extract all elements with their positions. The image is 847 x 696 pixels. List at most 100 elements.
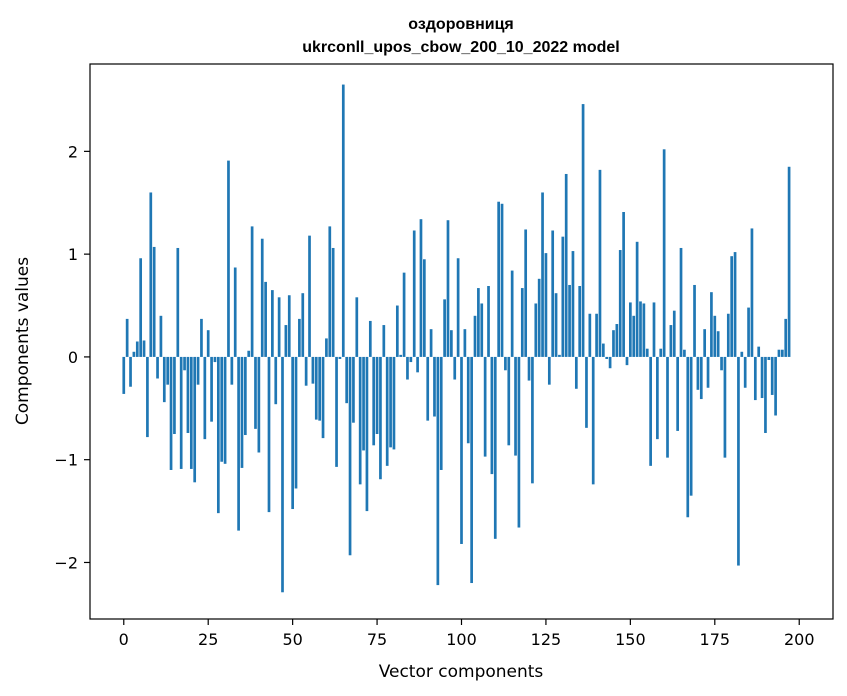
bar-22 — [196, 356, 200, 385]
bar-168 — [689, 356, 693, 496]
bar-series — [122, 84, 791, 593]
bar-108 — [487, 286, 490, 357]
bar-67 — [348, 356, 352, 556]
bar-40 — [257, 356, 261, 453]
bar-112 — [500, 203, 504, 357]
bar-94 — [439, 356, 443, 470]
bar-18 — [183, 356, 186, 371]
bar-160 — [662, 149, 666, 357]
bar-36 — [244, 356, 247, 436]
bar-42 — [264, 281, 267, 357]
bar-143 — [605, 356, 609, 359]
bar-21 — [193, 356, 197, 483]
bar-136 — [581, 104, 585, 357]
bar-144 — [608, 356, 612, 369]
x-axis-label: Vector components — [379, 662, 544, 682]
bar-142 — [601, 343, 605, 357]
bar-57 — [314, 356, 318, 420]
bar-182 — [737, 356, 740, 566]
bar-121 — [531, 356, 534, 484]
bar-46 — [277, 297, 281, 357]
bar-139 — [591, 356, 595, 485]
x-tick-label: 100 — [446, 630, 477, 649]
bar-64 — [338, 356, 342, 359]
bar-12 — [162, 356, 166, 403]
bar-51 — [294, 356, 298, 489]
bar-52 — [298, 318, 301, 357]
bar-10 — [156, 356, 159, 379]
bar-194 — [777, 349, 781, 357]
bar-5 — [139, 258, 143, 357]
bar-166 — [683, 349, 686, 357]
bar-176 — [716, 331, 720, 357]
bar-115 — [510, 270, 514, 357]
bar-83 — [402, 272, 406, 357]
bar-119 — [524, 229, 528, 357]
bar-150 — [629, 302, 632, 357]
bar-20 — [189, 356, 193, 469]
bar-124 — [541, 192, 544, 357]
bar-130 — [561, 236, 565, 357]
bar-133 — [571, 251, 575, 357]
bar-106 — [480, 303, 484, 357]
bar-157 — [652, 302, 656, 357]
bar-32 — [230, 356, 234, 385]
bar-63 — [335, 356, 338, 467]
bar-196 — [784, 318, 788, 357]
y-tick-label: 2 — [68, 142, 78, 161]
bar-181 — [733, 252, 737, 357]
bar-97 — [450, 330, 453, 357]
bar-188 — [757, 346, 761, 357]
bar-184 — [743, 356, 747, 388]
bar-186 — [750, 228, 754, 357]
bar-24 — [203, 356, 207, 440]
bar-55 — [308, 235, 311, 357]
bar-159 — [659, 348, 663, 357]
bar-59 — [321, 356, 325, 439]
bar-105 — [477, 288, 480, 357]
bar-100 — [460, 356, 463, 544]
bar-178 — [723, 356, 727, 458]
bar-9 — [152, 246, 156, 357]
bar-73 — [368, 320, 372, 357]
bar-85 — [409, 356, 413, 363]
y-tick-label: 1 — [68, 245, 78, 264]
bar-0 — [122, 356, 126, 394]
x-tick-label: 150 — [615, 630, 646, 649]
bar-84 — [406, 356, 409, 380]
bar-78 — [385, 356, 389, 466]
bar-131 — [564, 173, 568, 357]
bar-129 — [558, 354, 561, 357]
bar-162 — [669, 325, 673, 357]
bar-79 — [389, 356, 392, 448]
bar-49 — [287, 295, 291, 357]
chart-subtitle: ukrconll_upos_cbow_200_10_2022 model — [302, 39, 619, 56]
bar-27 — [213, 356, 217, 363]
bar-39 — [254, 356, 257, 429]
bar-109 — [490, 356, 494, 475]
bar-98 — [453, 356, 457, 380]
bar-147 — [618, 250, 622, 357]
bar-69 — [355, 297, 359, 357]
bar-13 — [166, 356, 170, 385]
bar-56 — [311, 356, 315, 384]
bar-155 — [645, 348, 649, 357]
bar-163 — [672, 310, 676, 357]
bar-62 — [331, 247, 335, 357]
bar-43 — [267, 356, 271, 513]
x-tick-label: 25 — [198, 630, 218, 649]
bar-149 — [625, 356, 629, 366]
bar-23 — [200, 318, 203, 357]
bar-86 — [412, 230, 416, 357]
bar-47 — [281, 356, 284, 593]
x-tick-label: 50 — [282, 630, 302, 649]
bar-8 — [149, 192, 153, 357]
bar-156 — [649, 356, 652, 466]
bar-99 — [456, 258, 460, 357]
bar-88 — [419, 219, 423, 357]
bar-61 — [328, 226, 332, 357]
bar-92 — [433, 356, 436, 417]
bar-54 — [304, 356, 308, 386]
y-axis-ticks: −2 −1 0 1 2 — [54, 142, 90, 572]
bar-58 — [318, 356, 321, 421]
